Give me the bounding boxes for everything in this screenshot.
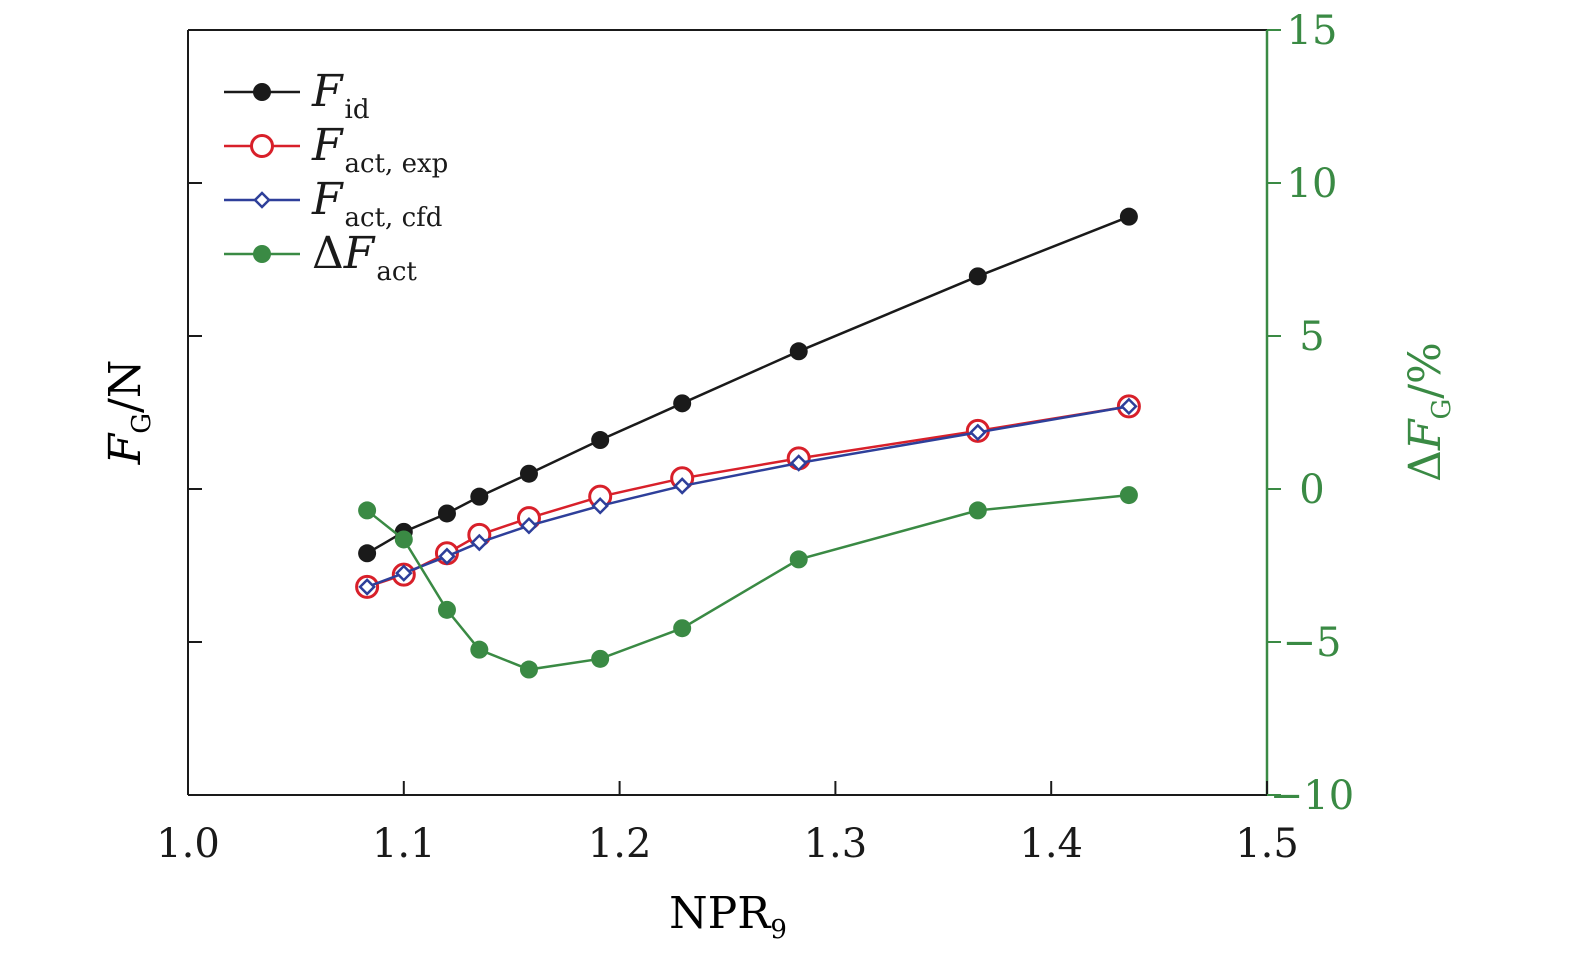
axes-group: 1.0 1.1 1.2 1.3 1.4 1.5−10 −5 0 5 10 15 bbox=[156, 8, 1354, 867]
data-point bbox=[519, 660, 538, 679]
y-axis-label: FG/N bbox=[100, 360, 157, 466]
data-point bbox=[253, 245, 271, 263]
x-tick-label: 1.0 bbox=[156, 821, 220, 867]
data-point bbox=[520, 516, 538, 535]
data-point bbox=[1120, 397, 1138, 416]
data-point bbox=[591, 431, 610, 450]
data-point bbox=[591, 649, 610, 668]
x-tick-label: 1.4 bbox=[1019, 821, 1083, 867]
legend-label: Fid bbox=[311, 66, 370, 125]
legend-item: Fact, cfd bbox=[224, 174, 442, 233]
data-point bbox=[789, 454, 808, 472]
series-group bbox=[355, 207, 1141, 679]
data-point bbox=[437, 600, 456, 619]
data-point bbox=[250, 134, 274, 158]
data-point bbox=[789, 550, 808, 569]
y2-tick-label: 15 bbox=[1287, 8, 1338, 54]
series-f-id bbox=[358, 207, 1138, 563]
x-tick-label: 1.2 bbox=[588, 821, 652, 867]
data-point bbox=[358, 501, 377, 520]
data-point bbox=[470, 640, 489, 659]
legend-item: Fact, exp bbox=[224, 120, 448, 179]
data-point bbox=[395, 564, 413, 582]
y2-tick-label: −10 bbox=[1270, 773, 1354, 819]
legend-label: Fact, cfd bbox=[311, 174, 442, 233]
data-point bbox=[358, 578, 376, 596]
data-point bbox=[673, 477, 691, 495]
y2-tick-label: 0 bbox=[1299, 467, 1324, 513]
x-tick-label: 1.5 bbox=[1235, 821, 1299, 867]
data-point bbox=[470, 533, 489, 552]
x-tick-label: 1.3 bbox=[804, 821, 868, 867]
y2-tick-label: 5 bbox=[1299, 314, 1324, 360]
data-point bbox=[519, 464, 538, 483]
series-line bbox=[366, 215, 1130, 555]
data-point bbox=[253, 191, 271, 209]
y2-tick-label: 10 bbox=[1287, 161, 1338, 207]
data-point bbox=[470, 487, 489, 506]
data-point bbox=[968, 501, 987, 520]
series-line bbox=[366, 405, 1130, 589]
data-point bbox=[394, 530, 413, 549]
y2-axis-label: ΔFG/% bbox=[1400, 342, 1457, 482]
data-point bbox=[1119, 207, 1138, 226]
legend-label: Fact, exp bbox=[311, 120, 448, 179]
legend-item: Fid bbox=[224, 66, 370, 125]
data-point bbox=[969, 423, 987, 442]
data-point bbox=[253, 83, 271, 101]
data-point bbox=[673, 394, 692, 413]
x-tick-label: 1.1 bbox=[372, 821, 436, 867]
x-axis-label: NPR9 bbox=[669, 888, 787, 945]
data-point bbox=[358, 544, 377, 563]
data-point bbox=[591, 497, 609, 515]
data-point bbox=[673, 619, 692, 638]
y2-tick-label: −5 bbox=[1283, 620, 1342, 666]
series--f-act bbox=[358, 486, 1138, 679]
data-point bbox=[1119, 486, 1138, 505]
data-point bbox=[789, 342, 808, 361]
data-point bbox=[438, 547, 456, 566]
legend-label: ΔFact bbox=[312, 228, 417, 287]
series-line bbox=[366, 493, 1130, 671]
data-point bbox=[437, 504, 456, 523]
series-f-act-cfd bbox=[358, 397, 1138, 596]
legend-item: ΔFact bbox=[224, 228, 417, 287]
data-point bbox=[968, 267, 987, 286]
